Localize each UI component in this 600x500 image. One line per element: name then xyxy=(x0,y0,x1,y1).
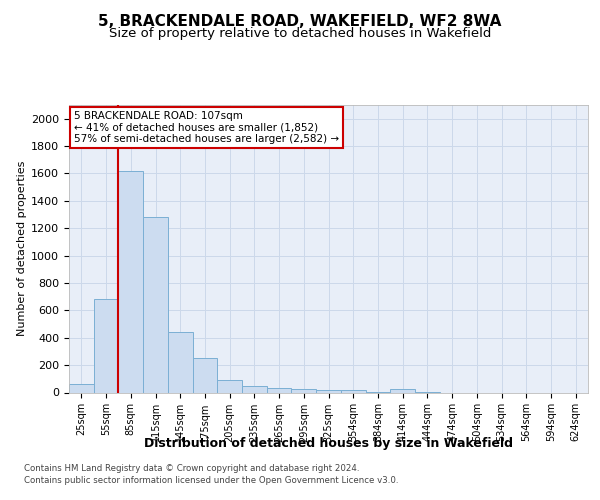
Bar xyxy=(94,300,118,392)
Bar xyxy=(292,389,316,392)
Bar xyxy=(118,170,143,392)
Bar xyxy=(69,384,94,392)
Y-axis label: Number of detached properties: Number of detached properties xyxy=(17,161,27,336)
Text: Contains public sector information licensed under the Open Government Licence v3: Contains public sector information licen… xyxy=(24,476,398,485)
Bar xyxy=(193,358,217,392)
Bar xyxy=(143,218,168,392)
Bar xyxy=(316,390,341,392)
Text: 5 BRACKENDALE ROAD: 107sqm
← 41% of detached houses are smaller (1,852)
57% of s: 5 BRACKENDALE ROAD: 107sqm ← 41% of deta… xyxy=(74,111,340,144)
Bar xyxy=(217,380,242,392)
Text: Contains HM Land Registry data © Crown copyright and database right 2024.: Contains HM Land Registry data © Crown c… xyxy=(24,464,359,473)
Text: Distribution of detached houses by size in Wakefield: Distribution of detached houses by size … xyxy=(145,438,513,450)
Text: 5, BRACKENDALE ROAD, WAKEFIELD, WF2 8WA: 5, BRACKENDALE ROAD, WAKEFIELD, WF2 8WA xyxy=(98,14,502,29)
Bar xyxy=(390,389,415,392)
Text: Size of property relative to detached houses in Wakefield: Size of property relative to detached ho… xyxy=(109,26,491,40)
Bar xyxy=(267,388,292,392)
Bar xyxy=(168,332,193,392)
Bar xyxy=(242,386,267,392)
Bar xyxy=(341,390,365,392)
